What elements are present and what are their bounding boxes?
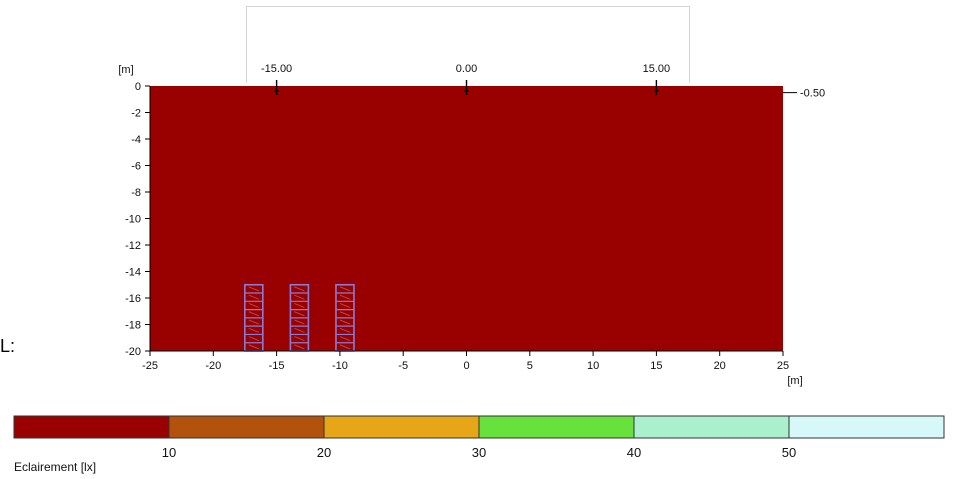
luminaire-mark — [248, 327, 259, 333]
y-tick-label: -8 — [131, 187, 141, 199]
legend-swatch — [323, 415, 480, 439]
y-tick-label: -2 — [131, 108, 141, 120]
legend-label: 50 — [782, 445, 796, 460]
luminaire-groups — [244, 283, 355, 352]
luminaire-mark — [294, 327, 305, 333]
x-tick-label: -10 — [332, 360, 348, 372]
x-tick-label: -20 — [205, 360, 221, 372]
luminaire-mark — [294, 319, 305, 325]
luminaire-mark — [294, 336, 305, 342]
x-tick-label: 10 — [587, 360, 599, 372]
x-tick-label: 5 — [527, 360, 533, 372]
legend-swatch — [13, 415, 170, 439]
luminaire-mark — [339, 344, 351, 350]
legend-label: 30 — [472, 445, 486, 460]
luminaire-mark — [339, 327, 351, 333]
luminaire-mark — [248, 319, 259, 325]
luminaire-group — [244, 283, 264, 352]
x-unit-label: [m] — [787, 375, 802, 387]
legend-label: 20 — [317, 445, 331, 460]
x-tick-label: 20 — [714, 360, 726, 372]
legend: 10 20 30 40 50 Eclairement [lx] — [13, 415, 945, 474]
y-tick-label: -10 — [125, 214, 141, 226]
x-tick-label: 0 — [463, 360, 469, 372]
side-marker: L: — [0, 336, 16, 356]
top-marker-label: 0.00 — [456, 63, 477, 75]
legend-label: 40 — [627, 445, 641, 460]
y-tick-label: -16 — [125, 293, 141, 305]
x-tick-label: 15 — [650, 360, 662, 372]
y-unit-label: [m] — [118, 64, 133, 76]
legend-swatch — [478, 415, 635, 439]
legend-swatch — [633, 415, 790, 439]
y-tick-label: -14 — [125, 267, 141, 279]
luminaire-mark — [248, 286, 259, 292]
y-tick-label: 0 — [135, 81, 141, 93]
right-marker-label: -0.50 — [800, 88, 825, 100]
y-tick-label: -20 — [125, 346, 141, 358]
legend-swatch — [788, 415, 945, 439]
x-tick-label: -25 — [142, 360, 158, 372]
top-marker-label: -15.00 — [261, 63, 292, 75]
y-tick-label: -12 — [125, 240, 141, 252]
luminaire-mark — [339, 294, 351, 300]
top-frame-outline — [246, 6, 690, 83]
y-tick-label: -6 — [131, 161, 141, 173]
luminaire-mark — [248, 302, 259, 308]
luminaire-mark — [339, 311, 351, 317]
x-tick-label: -5 — [398, 360, 408, 372]
luminaire-mark — [339, 286, 351, 292]
luminaire-mark — [294, 294, 305, 300]
legend-swatch — [168, 415, 325, 439]
luminaire-group — [335, 283, 355, 352]
top-marker-label: 15.00 — [643, 63, 671, 75]
luminaire-mark — [294, 302, 305, 308]
luminaire-mark — [248, 294, 259, 300]
y-tick-label: -4 — [131, 134, 141, 146]
x-tick-label: -15 — [269, 360, 285, 372]
luminaire-mark — [248, 311, 259, 317]
luminaire-mark — [248, 336, 259, 342]
luminaire-mark — [339, 302, 351, 308]
x-tick-label: 25 — [777, 360, 789, 372]
legend-label: 10 — [162, 445, 176, 460]
luminaire-mark — [294, 344, 305, 350]
luminaire-mark — [339, 319, 351, 325]
contour-band-below-10 — [150, 86, 783, 351]
luminaire-mark — [248, 344, 259, 350]
luminaire-mark — [294, 311, 305, 317]
luminaire-mark — [339, 336, 351, 342]
legend-title: Eclairement [lx] — [14, 460, 96, 474]
y-tick-label: -18 — [125, 320, 141, 332]
luminaire-mark — [294, 286, 305, 292]
